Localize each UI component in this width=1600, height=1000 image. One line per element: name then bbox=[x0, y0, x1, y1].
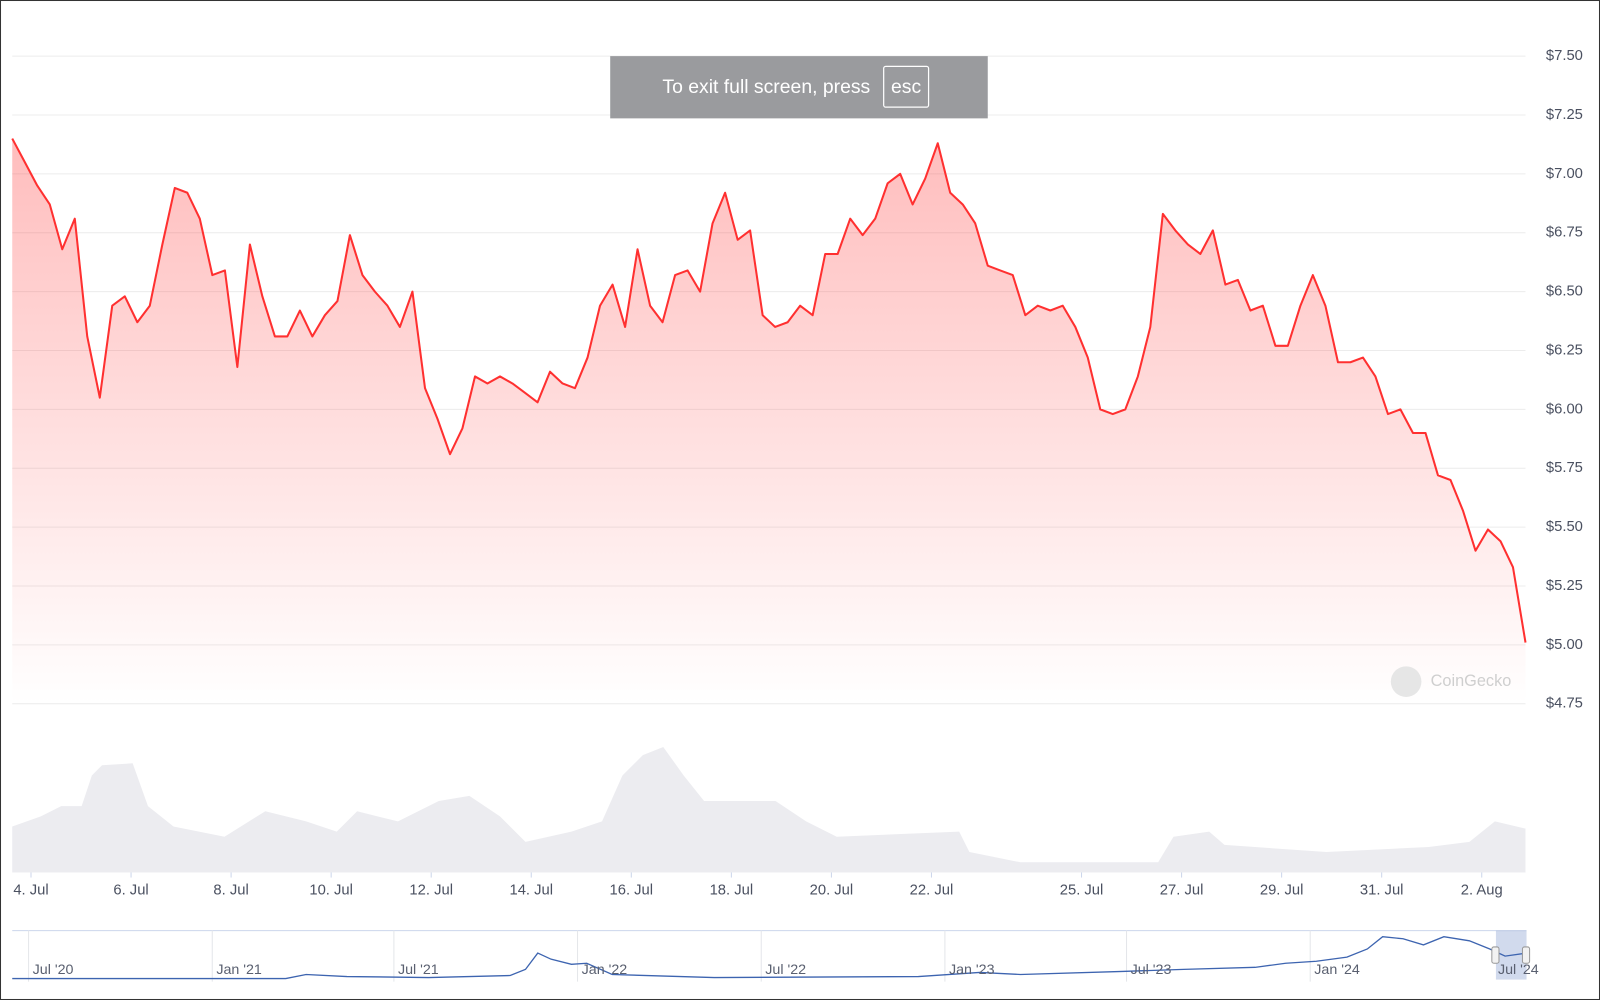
watermark-text: CoinGecko bbox=[1431, 672, 1512, 690]
x-tick-label: 29. Jul bbox=[1260, 883, 1304, 899]
navigator-handle[interactable] bbox=[1491, 946, 1500, 964]
x-tick-label: 12. Jul bbox=[409, 883, 453, 899]
price-line bbox=[11, 138, 1527, 643]
navigator-label: Jan '24 bbox=[1314, 962, 1360, 978]
y-tick-label: $5.50 bbox=[1546, 519, 1583, 535]
y-tick-label: $7.00 bbox=[1546, 166, 1583, 182]
watermark-logo bbox=[1390, 666, 1422, 697]
y-tick-label: $6.75 bbox=[1546, 225, 1583, 241]
navigator-label: Jan '21 bbox=[216, 962, 262, 978]
overlay-key: esc bbox=[891, 76, 921, 98]
x-tick-label: 8. Jul bbox=[213, 883, 248, 899]
x-tick-label: 25. Jul bbox=[1060, 883, 1104, 899]
y-tick-label: $4.75 bbox=[1546, 696, 1583, 712]
x-tick-label: 4. Jul bbox=[13, 883, 48, 899]
x-tick-label: 31. Jul bbox=[1360, 883, 1404, 899]
x-tick-label: 16. Jul bbox=[610, 883, 654, 899]
navigator-label: Jan '23 bbox=[949, 962, 995, 978]
overlay-key-box bbox=[883, 65, 930, 108]
navigator-handle[interactable] bbox=[1521, 946, 1531, 964]
navigator-label: Jul '24 bbox=[1498, 962, 1539, 978]
x-tick-label: 14. Jul bbox=[509, 883, 553, 899]
y-tick-label: $6.50 bbox=[1546, 284, 1583, 300]
navigator-label: Jan '22 bbox=[582, 962, 628, 978]
overlay-message: To exit full screen, press bbox=[662, 76, 870, 98]
navigator-label: Jul '21 bbox=[398, 962, 439, 978]
navigator-label: Jul '22 bbox=[765, 962, 806, 978]
y-tick-label: $7.50 bbox=[1546, 48, 1583, 64]
navigator-label: Jul '20 bbox=[33, 962, 74, 978]
x-tick-label: 2. Aug bbox=[1461, 883, 1503, 899]
navigator-label: Jul '23 bbox=[1131, 962, 1172, 978]
price-area bbox=[12, 138, 1526, 704]
volume-backdrop bbox=[12, 746, 1526, 873]
watermark: CoinGecko bbox=[1390, 666, 1512, 697]
x-tick-label: 10. Jul bbox=[309, 883, 353, 899]
navigator-line bbox=[12, 936, 1527, 980]
x-tick-label: 27. Jul bbox=[1160, 883, 1204, 899]
x-tick-label: 22. Jul bbox=[910, 883, 954, 899]
plot-area bbox=[11, 138, 1527, 704]
y-tick-label: $7.25 bbox=[1546, 107, 1583, 123]
y-tick-label: $6.25 bbox=[1546, 342, 1583, 358]
x-tick-label: 18. Jul bbox=[710, 883, 754, 899]
navigator-grid bbox=[28, 930, 1311, 982]
fullscreen-overlay: To exit full screen, press esc bbox=[610, 56, 988, 119]
x-tick-label: 20. Jul bbox=[810, 883, 854, 899]
navigator: Jul '20 Jan '21 Jul '21 Jan '22 Jul '22 … bbox=[12, 930, 1539, 982]
y-tick-label: $5.00 bbox=[1546, 637, 1583, 653]
y-tick-label: $5.75 bbox=[1546, 460, 1583, 476]
y-tick-label: $5.25 bbox=[1546, 578, 1583, 594]
x-tick-label: 6. Jul bbox=[113, 883, 148, 899]
y-tick-label: $6.00 bbox=[1546, 401, 1583, 417]
